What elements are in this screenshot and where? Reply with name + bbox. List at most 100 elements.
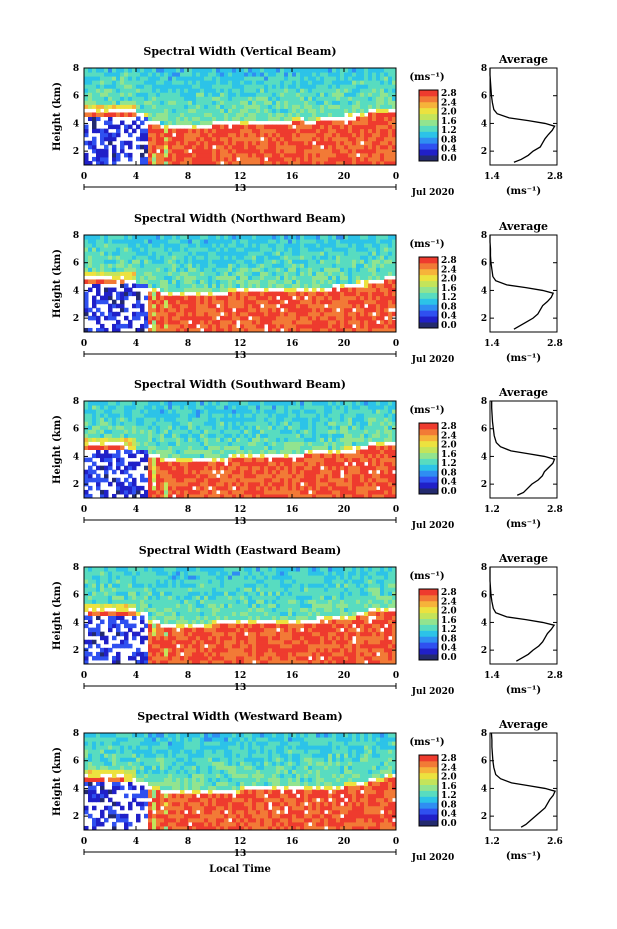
heatmap-cell — [188, 409, 193, 414]
heatmap-cell — [208, 421, 213, 426]
heatmap-cell — [324, 239, 329, 244]
heatmap-cell — [208, 445, 213, 450]
heatmap-cell — [240, 235, 245, 240]
heatmap-cell — [148, 96, 153, 101]
heatmap-cell — [120, 255, 125, 260]
heatmap-cell — [184, 68, 189, 73]
heatmap-cell — [364, 239, 369, 244]
heatmap-cell — [196, 461, 201, 467]
heatmap-cell — [192, 469, 197, 475]
heatmap-cell — [376, 152, 381, 158]
heatmap-cell — [100, 112, 105, 117]
x-tick-label: 4 — [133, 172, 139, 182]
heatmap-cell — [364, 152, 369, 158]
heatmap-cell — [248, 124, 253, 130]
heatmap-cell — [96, 315, 101, 321]
heatmap-cell — [180, 100, 185, 105]
heatmap-cell — [252, 405, 257, 410]
heatmap-cell — [192, 327, 197, 333]
heatmap-cell — [212, 449, 217, 455]
heatmap-cell — [220, 425, 225, 430]
heatmap-cell — [236, 271, 241, 276]
heatmap-cell — [192, 239, 197, 244]
heatmap-cell — [124, 84, 129, 89]
heatmap-cell — [332, 100, 337, 105]
heatmap-cell — [236, 295, 241, 301]
heatmap-cell — [344, 263, 349, 268]
heatmap-cell — [320, 124, 325, 130]
heatmap-cell — [236, 461, 241, 467]
heatmap-cell — [92, 239, 97, 244]
heatmap-cell — [188, 271, 193, 276]
heatmap-cell — [384, 84, 389, 89]
heatmap-cell — [136, 80, 141, 85]
heatmap-cell — [180, 255, 185, 260]
heatmap-cell — [280, 132, 285, 138]
heatmap-cell — [252, 417, 257, 422]
heatmap-cell — [240, 307, 245, 313]
heatmap-cell — [252, 160, 257, 166]
heatmap-cell — [172, 152, 177, 158]
heatmap-cell — [212, 315, 217, 321]
heatmap-cell — [292, 417, 297, 422]
heatmap-cell — [272, 401, 277, 406]
heatmap-cell — [200, 425, 205, 430]
heatmap-cell — [248, 465, 253, 471]
heatmap-cell — [304, 112, 309, 117]
heatmap-cell — [220, 116, 225, 122]
heatmap-cell — [92, 405, 97, 410]
heatmap-cell — [136, 72, 141, 77]
heatmap-cell — [236, 152, 241, 158]
heatmap-cell — [328, 291, 333, 297]
heatmap-cell — [208, 76, 213, 81]
heatmap-cell — [100, 453, 105, 459]
heatmap-cell — [116, 88, 121, 93]
heatmap-cell — [364, 315, 369, 321]
heatmap-cell — [184, 156, 189, 162]
heatmap-cell — [260, 417, 265, 422]
heatmap-cell — [232, 291, 237, 297]
heatmap-cell — [264, 152, 269, 158]
heatmap-cell — [108, 84, 113, 89]
heatmap-cell — [144, 116, 149, 122]
heatmap-cell — [92, 76, 97, 81]
heatmap-cell — [196, 413, 201, 418]
heatmap-cell — [296, 445, 301, 450]
heatmap-cell — [216, 108, 221, 113]
heatmap-cell — [260, 437, 265, 442]
heatmap-cell — [260, 144, 265, 150]
heatmap-cell — [260, 243, 265, 248]
heatmap-cell — [104, 287, 109, 293]
heatmap-cell — [268, 92, 273, 97]
heatmap-cell — [152, 421, 157, 426]
heatmap-cell — [132, 259, 137, 264]
heatmap-cell — [192, 120, 197, 126]
heatmap-cell — [364, 323, 369, 329]
heatmap-cell — [252, 92, 257, 97]
heatmap-cell — [304, 72, 309, 77]
heatmap-cell — [112, 239, 117, 244]
heatmap-cell — [284, 477, 289, 483]
heatmap-cell — [312, 319, 317, 325]
heatmap-cell — [200, 477, 205, 483]
heatmap-cell — [332, 441, 337, 446]
heatmap-cell — [232, 453, 237, 459]
heatmap-cell — [196, 239, 201, 244]
heatmap-cell — [392, 144, 397, 150]
heatmap-cell — [332, 425, 337, 430]
heatmap-cell — [124, 425, 129, 430]
heatmap-cell — [268, 319, 273, 325]
heatmap-cell — [372, 116, 377, 122]
heatmap-cell — [168, 156, 173, 162]
heatmap-cell — [160, 453, 165, 459]
heatmap-cell — [372, 239, 377, 244]
heatmap-cell — [108, 104, 113, 109]
heatmap-cell — [280, 239, 285, 244]
heatmap-cell — [244, 417, 249, 422]
heatmap-cell — [324, 235, 329, 240]
heatmap-cell — [144, 457, 149, 463]
heatmap-cell — [176, 271, 181, 276]
heatmap-cell — [104, 409, 109, 414]
heatmap-cell — [352, 108, 357, 113]
average-frame — [489, 67, 558, 166]
